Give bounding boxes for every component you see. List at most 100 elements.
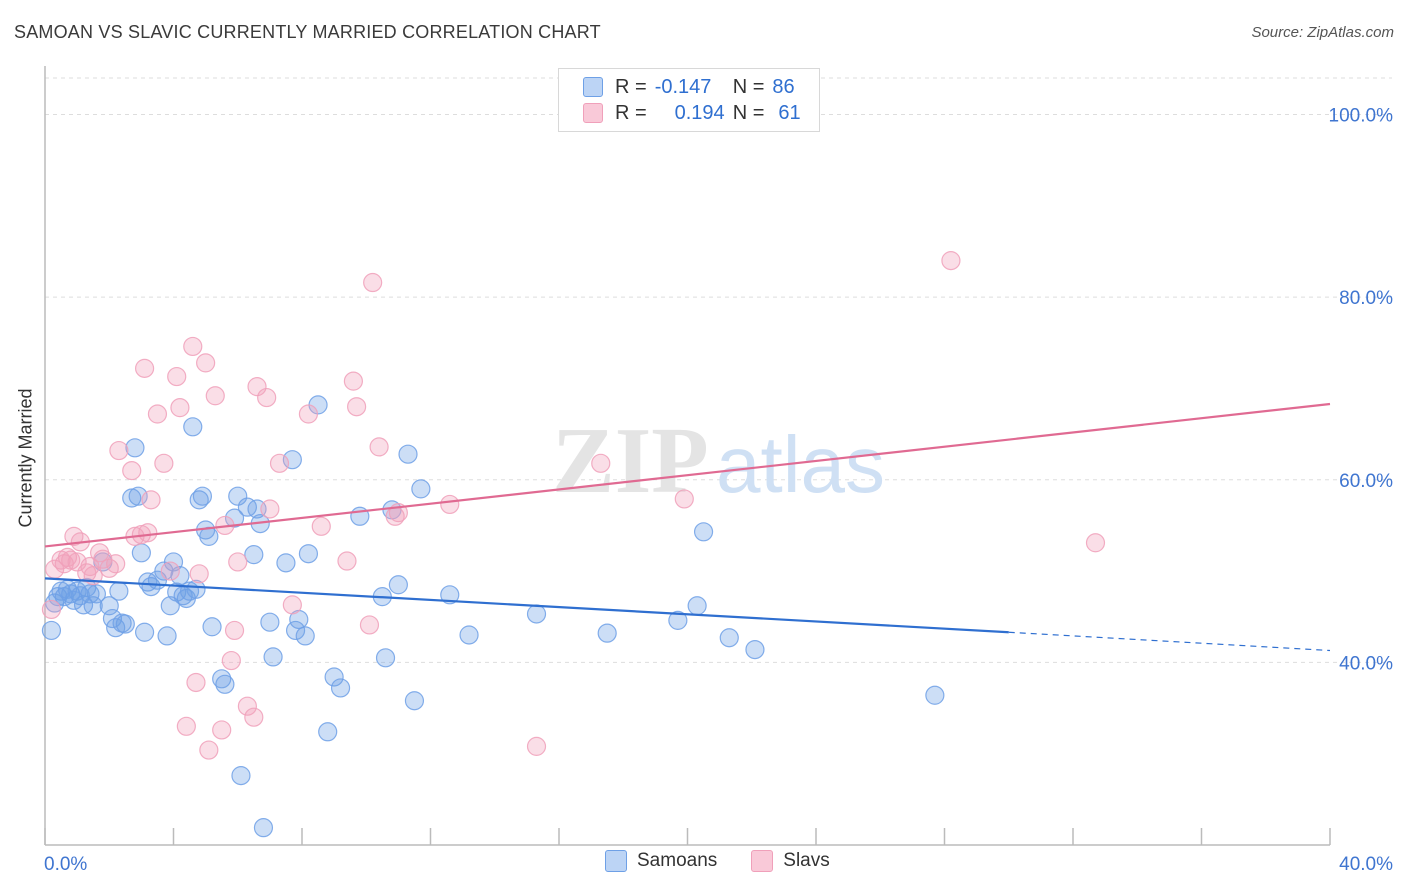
samoans-point (398, 444, 418, 464)
slavs-point (134, 358, 155, 378)
samoans-legend-label: Samoans (637, 850, 718, 871)
slavs-n-value: 61 (778, 101, 801, 124)
samoans-point (128, 486, 148, 506)
samoans-r-value: -0.147 (654, 75, 712, 98)
samoans-point (199, 526, 219, 546)
slavs-point (154, 453, 174, 473)
slavs-point (337, 551, 357, 571)
samoans-point (693, 522, 714, 542)
slavs-r-value: 0.194 (674, 101, 725, 124)
slavs-trend-line (44, 402, 1331, 548)
slavs-point (147, 404, 168, 424)
slavs-point (359, 615, 380, 635)
samoans-point (253, 818, 274, 838)
samoans-point (745, 639, 765, 660)
slavs-point (311, 516, 331, 536)
slavs-point (199, 740, 219, 760)
samoans-point (228, 486, 248, 506)
samoans-point (192, 486, 213, 506)
samoans-point (298, 544, 319, 564)
slavs-point (183, 336, 203, 357)
slavs-point (257, 387, 277, 408)
slavs-point (138, 523, 158, 543)
y-tick-label: 40.0% (1339, 653, 1393, 674)
samoans-point (719, 628, 739, 648)
samoans-n-label: N = (732, 75, 765, 98)
slavs-point (212, 720, 232, 740)
samoans-point (526, 604, 547, 624)
samoans-point (215, 674, 235, 694)
samoans-point (404, 691, 425, 711)
samoans-point (597, 623, 617, 643)
axes (44, 66, 1331, 846)
slavs-point (176, 716, 196, 736)
y-tick-label: 100.0% (1329, 106, 1394, 127)
samoans-trend-extension (1008, 631, 1331, 652)
samoans-r-label: R = (615, 75, 647, 98)
samoans-point (115, 614, 135, 634)
samoans-point (295, 626, 315, 646)
slavs-r-label: R = (615, 101, 647, 124)
legend-item-samoans[interactable]: Samoans (605, 850, 717, 872)
slavs-point (189, 564, 209, 584)
samoans-n-value: 86 (772, 75, 795, 98)
samoans-point (925, 685, 945, 705)
x-tick-label-min: 0.0% (44, 854, 87, 875)
slavs-point (109, 440, 129, 461)
tick-labels: 40.0% 60.0% 80.0% 100.0% 0.0% 40.0% (44, 106, 1393, 875)
samoans-point (224, 508, 245, 528)
samoans-point (375, 648, 396, 668)
samoans-point (263, 647, 283, 667)
watermark: ZIP atlas (552, 409, 885, 513)
slavs-point (674, 489, 694, 509)
legend-item-slavs[interactable]: Slavs (751, 850, 830, 872)
slavs-point (244, 707, 264, 727)
samoans-point (668, 610, 688, 630)
correlation-legend: R = -0.147 N = 86 R = 0.194 N = 61 (558, 68, 820, 132)
samoans-point (122, 488, 142, 508)
samoans-point (64, 590, 84, 610)
samoans-point (440, 585, 460, 605)
slavs-n-label: N = (732, 101, 765, 124)
samoans-point (687, 596, 707, 616)
samoans-point (244, 545, 264, 565)
samoans-point (157, 626, 177, 646)
samoans-point (125, 438, 145, 458)
y-tick-label: 60.0% (1339, 471, 1393, 492)
slavs-point (170, 398, 190, 418)
slavs-point (363, 272, 383, 293)
samoans-point (86, 584, 107, 604)
source-label: Source: ZipAtlas.com (1251, 24, 1394, 41)
samoans-point (318, 722, 338, 742)
slavs-point (247, 377, 267, 397)
samoans-point (83, 596, 103, 616)
slavs-point (347, 397, 367, 417)
samoans-point (324, 667, 344, 687)
slavs-point (298, 404, 319, 424)
slavs-point (282, 595, 302, 615)
samoans-point (212, 669, 232, 689)
slavs-point (61, 550, 81, 570)
samoans-point (260, 612, 280, 632)
samoans-point (237, 497, 257, 517)
samoans-trend-line (44, 577, 1009, 634)
slavs-legend-swatch (751, 850, 774, 872)
slavs-point (369, 437, 389, 457)
samoans-point (134, 622, 155, 642)
samoans-point (388, 575, 408, 595)
samoans-point (285, 620, 306, 641)
slavs-legend-label: Slavs (783, 850, 830, 871)
slavs-point (591, 453, 611, 473)
samoans-point (459, 625, 479, 645)
slavs-point (526, 736, 547, 756)
slavs-point (1085, 533, 1106, 553)
slavs-point (196, 353, 216, 373)
samoans-point (202, 617, 222, 637)
slavs-swatch (583, 103, 603, 123)
y-tick-label: 80.0% (1339, 288, 1393, 309)
x-tick-label-max: 40.0% (1339, 854, 1393, 875)
slavs-point (260, 499, 280, 519)
samoans-point (99, 596, 119, 616)
slavs-point (122, 461, 142, 481)
